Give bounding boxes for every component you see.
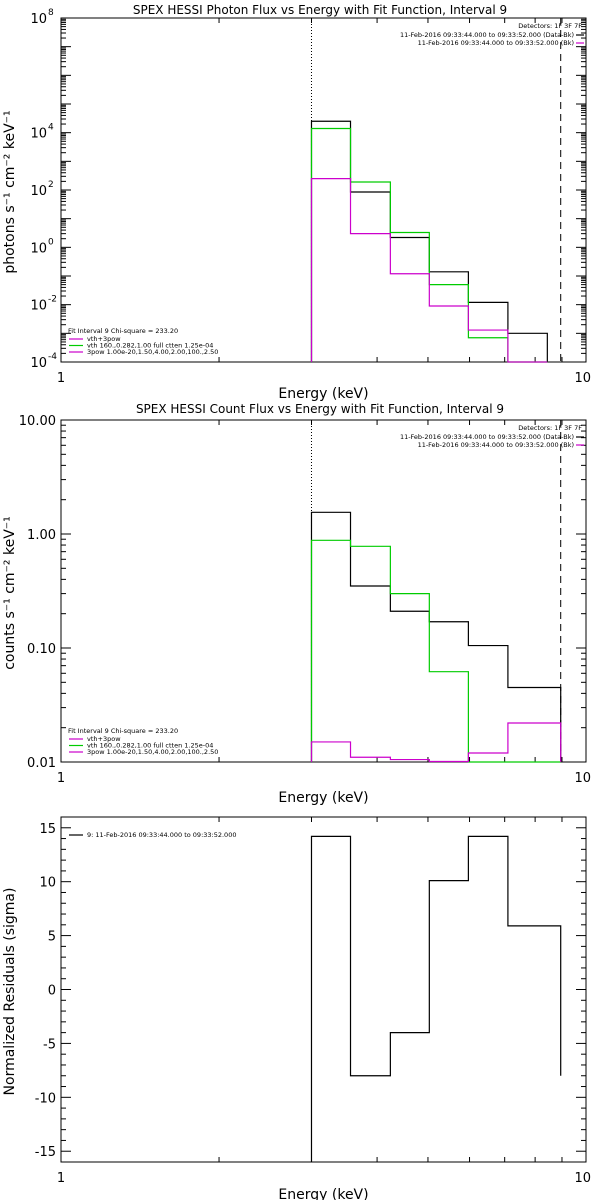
series-line <box>310 539 561 763</box>
y-tick-base: 10 <box>30 184 47 199</box>
legend-entry-text: 11-Feb-2016 09:33:44.000 to 09:33:52.000… <box>400 433 574 441</box>
y-tick-label: 10 8 <box>30 8 54 27</box>
x-tick-label: 10 <box>574 371 591 386</box>
series-line <box>310 722 562 763</box>
y-axis-label: Normalized Residuals (sigma) <box>2 888 18 1096</box>
y-tick-base: 10 <box>30 299 47 314</box>
y-axis-label: counts s⁻¹ cm⁻² keV⁻¹ <box>2 516 18 670</box>
y-tick-label: 10 4 <box>30 123 54 142</box>
y-tick-label: 10 2 <box>30 180 53 199</box>
y-tick-label: 1.00 <box>27 528 56 543</box>
y-tick-label: 10 -2 <box>30 295 57 314</box>
chart-title: SPEX HESSI Count Flux vs Energy with Fit… <box>136 402 504 416</box>
y-tick-exponent: 2 <box>48 180 54 190</box>
legend-detectors: Detectors: 1F 3F 7F <box>518 22 582 30</box>
y-tick-label: 0.01 <box>27 756 56 771</box>
y-tick-label: -15 <box>35 1145 56 1160</box>
legend-entry-text: 9: 11-Feb-2016 09:33:44.000 to 09:33:52.… <box>87 831 236 839</box>
legend-left: Fit Interval 9 Chi-square = 233.20vth+3p… <box>68 327 218 356</box>
x-tick-label: 1 <box>57 1171 65 1186</box>
chart-panel-1: SPEX HESSI Photon Flux vs Energy with Fi… <box>2 3 591 402</box>
x-tick-label: 1 <box>57 371 65 386</box>
y-tick-exponent: 4 <box>48 123 54 133</box>
y-tick-base: 10 <box>30 127 47 142</box>
plot-frame <box>60 816 587 1163</box>
legend-entry-text: 11-Feb-2016 09:33:44.000 to 09:33:52.000… <box>418 441 574 449</box>
y-tick-exponent: 0 <box>48 237 54 247</box>
series-line <box>310 127 548 363</box>
legend-entry-text: 11-Feb-2016 09:33:44.000 to 09:33:52.000… <box>400 31 574 39</box>
series-line <box>310 835 562 1162</box>
legend-fit-header: Fit Interval 9 Chi-square = 233.20 <box>68 727 178 735</box>
legend-entry-text: 11-Feb-2016 09:33:44.000 to 09:33:52.000… <box>418 39 574 47</box>
legend-fit-header: Fit Interval 9 Chi-square = 233.20 <box>68 327 178 335</box>
plot-frame <box>60 17 587 363</box>
x-tick-label: 10 <box>574 771 591 786</box>
y-tick-label: 10 <box>39 876 56 891</box>
y-tick-base: 10 <box>30 241 47 256</box>
legend-entry-text: vth 160.,0.282,1.00 full ctten 1.25e-04 <box>87 342 213 350</box>
y-tick-label: 10 0 <box>30 237 54 256</box>
y-tick-exponent: 8 <box>48 8 54 18</box>
y-tick-label: 5 <box>48 930 56 945</box>
series-line <box>310 511 562 762</box>
plot-frame <box>60 419 587 763</box>
x-axis-label: Energy (keV) <box>278 1187 368 1200</box>
y-tick-label: 0.10 <box>27 642 56 657</box>
y-tick-exponent: -4 <box>48 352 57 362</box>
x-tick-label: 10 <box>574 1171 591 1186</box>
legend-entry-text: 3pow 1.00e-20,1.50,4.00,2.00,100.,2.50 <box>87 748 218 756</box>
y-tick-base: 10 <box>30 356 47 371</box>
legend-entry-text: 3pow 1.00e-20,1.50,4.00,2.00,100.,2.50 <box>87 348 218 356</box>
legend-entry-text: vth+3pow <box>87 735 121 743</box>
legend-left: Fit Interval 9 Chi-square = 233.20vth+3p… <box>68 727 218 756</box>
y-tick-exponent: -2 <box>48 295 57 305</box>
y-tick-label: -5 <box>43 1037 56 1052</box>
series-line <box>310 177 548 363</box>
chart-title: SPEX HESSI Photon Flux vs Energy with Fi… <box>133 3 507 17</box>
chart-panel-2: SPEX HESSI Count Flux vs Energy with Fit… <box>2 402 591 806</box>
y-tick-label: 10.00 <box>19 414 56 429</box>
y-tick-base: 10 <box>30 12 47 27</box>
y-tick-label: 10 -4 <box>30 352 57 371</box>
legend-detectors: Detectors: 1F 3F 7F <box>518 424 582 432</box>
y-axis-label: photons s⁻¹ cm⁻² keV⁻¹ <box>2 110 18 273</box>
y-tick-label: 0 <box>48 984 56 999</box>
legend-entry-text: vth+3pow <box>87 335 121 343</box>
y-tick-label: -10 <box>35 1091 56 1106</box>
legend-entry-text: vth 160.,0.282,1.00 full ctten 1.25e-04 <box>87 742 213 750</box>
x-axis-label: Energy (keV) <box>278 790 368 806</box>
y-tick-label: 15 <box>39 822 56 837</box>
chart-panel-3: 1 10 Energy (keV) -15 -10 -5 0 5 10 15 Normalized … <box>2 816 591 1200</box>
x-axis-label: Energy (keV) <box>278 386 368 402</box>
legend-left: 9: 11-Feb-2016 09:33:44.000 to 09:33:52.… <box>69 831 236 839</box>
x-tick-label: 1 <box>57 771 65 786</box>
